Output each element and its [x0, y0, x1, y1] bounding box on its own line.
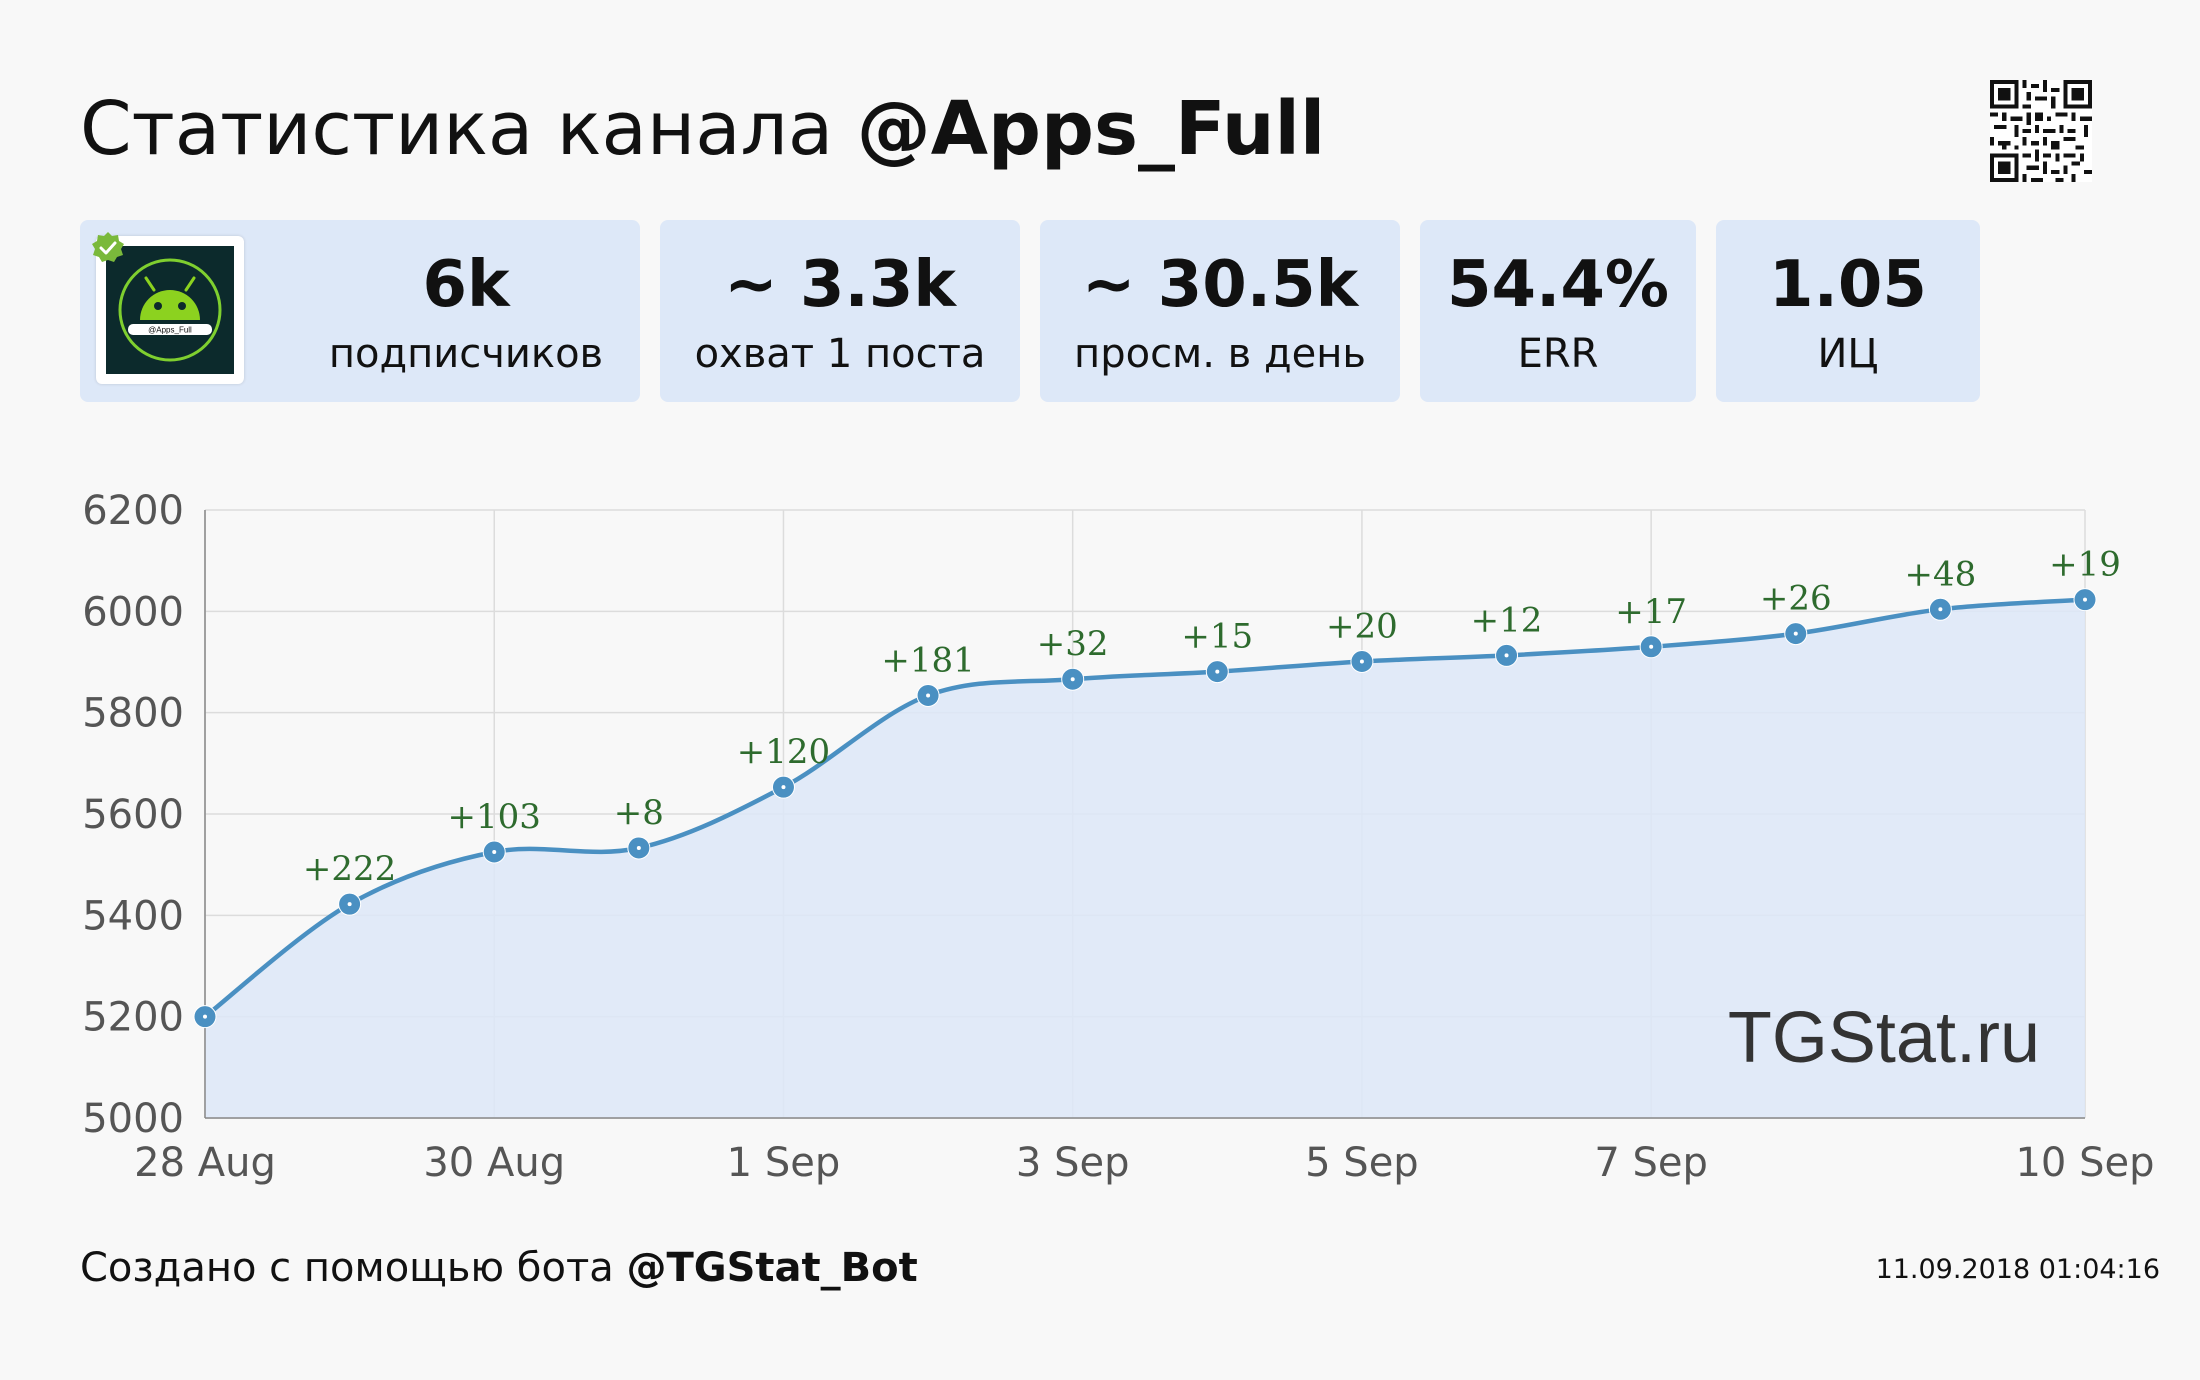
watermark: TGStat.ru — [1728, 998, 2040, 1078]
y-tick-label: 5800 — [82, 691, 184, 737]
data-point-center — [2083, 597, 2087, 602]
data-point-center — [781, 785, 786, 790]
channel-name: @Apps_Full — [856, 86, 1326, 172]
x-tick-label: 28 Aug — [134, 1140, 276, 1186]
daily-views-value: ~ 30.5k — [1081, 248, 1359, 322]
data-label: +222 — [303, 849, 396, 889]
data-label: +15 — [1181, 617, 1253, 657]
err-label: ERR — [1517, 331, 1599, 377]
y-tick-label: 5000 — [82, 1096, 184, 1142]
reach-label: охват 1 поста — [694, 331, 986, 377]
data-label: +32 — [1037, 624, 1109, 664]
data-label: +120 — [737, 732, 830, 772]
x-tick-label: 7 Sep — [1594, 1140, 1708, 1186]
data-label: +103 — [448, 797, 541, 837]
footer-credit: Создано с помощью бота @TGStat_Bot — [80, 1240, 918, 1296]
x-tick-label: 5 Sep — [1305, 1140, 1419, 1186]
x-tick-label: 3 Sep — [1016, 1140, 1130, 1186]
page-title: Статистика канала @Apps_Full — [80, 84, 1325, 174]
data-point-center — [1070, 677, 1075, 682]
data-label: +48 — [1905, 554, 1977, 594]
area-fill — [205, 599, 2085, 1118]
data-label: +19 — [2049, 545, 2121, 585]
footer-prefix: Создано с помощью бота — [80, 1245, 614, 1291]
data-point-center — [492, 850, 497, 854]
x-tick-label: 10 Sep — [2015, 1140, 2154, 1186]
daily-views-card: ~ 30.5k просм. в день — [1040, 220, 1400, 402]
qr-code-icon — [1990, 80, 2092, 182]
avatar-text: @Apps_Full — [148, 326, 192, 335]
channel-avatar: @Apps_Full — [92, 232, 244, 384]
android-icon: @Apps_Full — [106, 246, 234, 374]
data-label: +12 — [1471, 600, 1543, 640]
data-point-center — [1793, 631, 1798, 636]
data-point-center — [1215, 669, 1220, 674]
data-point-center — [347, 902, 352, 907]
title-prefix: Статистика канала — [80, 86, 834, 172]
data-point-center — [636, 845, 641, 850]
reach-card: ~ 3.3k охват 1 поста — [660, 220, 1020, 402]
data-label: +26 — [1760, 579, 1832, 619]
data-point-center — [1938, 607, 1943, 612]
data-label: +17 — [1615, 592, 1687, 632]
y-tick-label: 5400 — [82, 893, 184, 939]
x-tick-label: 1 Sep — [727, 1140, 841, 1186]
timestamp: 11.09.2018 01:04:16 — [1875, 1254, 2160, 1285]
data-point-center — [1649, 644, 1654, 649]
citation-index-value: 1.05 — [1769, 248, 1927, 322]
x-tick-label: 30 Aug — [423, 1140, 565, 1186]
subscribers-chart: TGStat.ru +222 +103 +8 +120 +181 +32 +15 +20 +12 +… — [82, 488, 2154, 1186]
y-tick-label: 5200 — [82, 995, 184, 1041]
daily-views-label: просм. в день — [1074, 331, 1366, 377]
data-label: +20 — [1326, 606, 1398, 646]
bot-name: @TGStat_Bot — [626, 1245, 918, 1291]
subscribers-label: подписчиков — [328, 331, 604, 377]
y-tick-label: 5600 — [82, 792, 184, 838]
subscribers-value: 6k — [422, 248, 510, 322]
data-label: +8 — [614, 793, 664, 833]
y-tick-label: 6000 — [82, 589, 184, 635]
citation-index-card: 1.05 ИЦ — [1716, 220, 1980, 402]
data-label: +181 — [881, 640, 974, 680]
err-card: 54.4% ERR — [1420, 220, 1696, 402]
reach-value: ~ 3.3k — [724, 248, 956, 322]
y-tick-label: 6200 — [82, 488, 184, 534]
data-point-center — [1504, 653, 1509, 658]
data-point-center — [1359, 659, 1364, 664]
citation-index-label: ИЦ — [1817, 331, 1879, 377]
data-point-center — [203, 1014, 207, 1019]
err-value: 54.4% — [1446, 248, 1670, 322]
data-point-center — [926, 693, 931, 698]
verified-badge-icon — [92, 232, 124, 262]
